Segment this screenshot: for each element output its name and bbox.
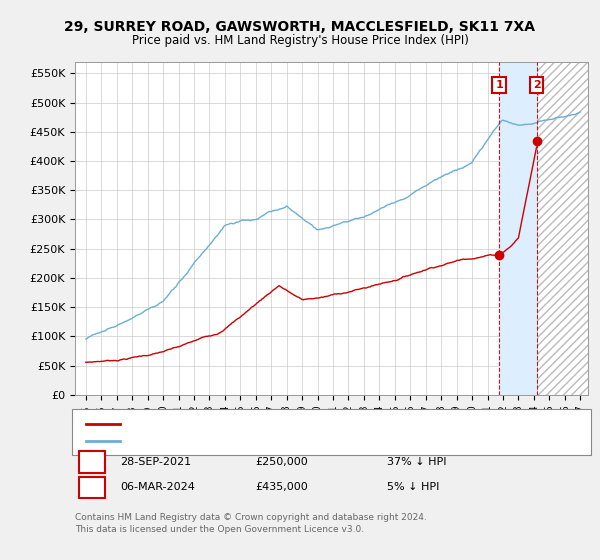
Text: HPI: Average price, detached house, Cheshire East: HPI: Average price, detached house, Ches… [125,436,373,446]
Text: £250,000: £250,000 [255,457,308,467]
Bar [536,62,588,395]
Bar [499,62,536,395]
Text: Contains HM Land Registry data © Crown copyright and database right 2024.: Contains HM Land Registry data © Crown c… [75,513,427,522]
Text: 29, SURREY ROAD, GAWSWORTH, MACCLESFIELD, SK11 7XA: 29, SURREY ROAD, GAWSWORTH, MACCLESFIELD… [65,20,536,34]
Text: This data is licensed under the Open Government Licence v3.0.: This data is licensed under the Open Gov… [75,525,364,534]
Bar [536,62,588,395]
Text: 5% ↓ HPI: 5% ↓ HPI [387,482,439,492]
Text: Price paid vs. HM Land Registry's House Price Index (HPI): Price paid vs. HM Land Registry's House … [131,34,469,46]
Text: 1: 1 [88,457,95,467]
Text: 06-MAR-2024: 06-MAR-2024 [120,482,195,492]
Text: 2: 2 [88,482,95,492]
Text: 2: 2 [533,80,541,90]
Text: 1: 1 [495,80,503,90]
Text: 29, SURREY ROAD, GAWSWORTH, MACCLESFIELD, SK11 7XA (detached house): 29, SURREY ROAD, GAWSWORTH, MACCLESFIELD… [125,419,509,429]
Text: 37% ↓ HPI: 37% ↓ HPI [387,457,446,467]
Text: £435,000: £435,000 [255,482,308,492]
Text: 28-SEP-2021: 28-SEP-2021 [120,457,191,467]
